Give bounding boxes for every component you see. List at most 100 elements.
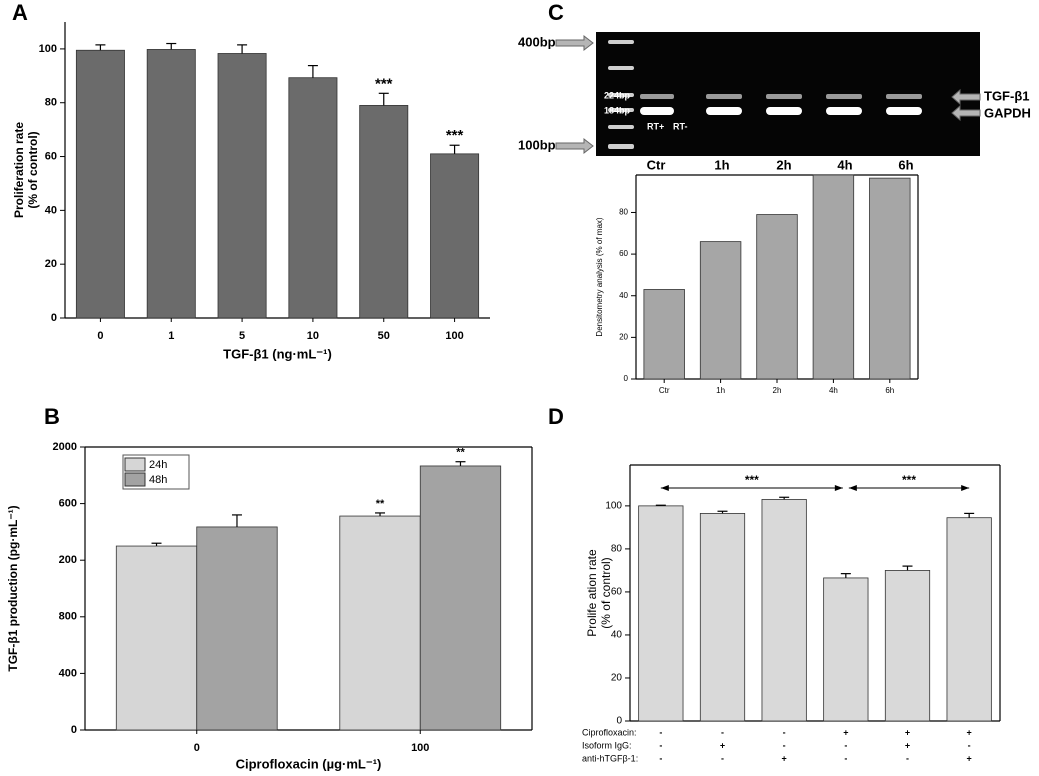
condition-sign: -: [844, 740, 847, 750]
condition-sign: +: [905, 740, 910, 750]
marker-label: 400bp: [518, 34, 556, 49]
y-tick-label: 100: [39, 43, 57, 55]
y-tick-label: 0: [71, 724, 77, 736]
bar: [359, 105, 409, 319]
x-tick-label: 50: [378, 330, 390, 342]
gel-bands: [640, 94, 922, 115]
target-label: GAPDH: [984, 105, 1031, 120]
x-tick-label: 100: [411, 742, 429, 754]
x-tick-label: 6h: [885, 386, 894, 395]
bar: [761, 499, 807, 722]
bar: [146, 49, 196, 319]
condition-sign: -: [721, 727, 724, 737]
lane-title: 2h: [776, 157, 791, 172]
bar: [812, 174, 855, 380]
annotation: ***: [375, 75, 393, 92]
x-tick-label: 4h: [829, 386, 838, 395]
y-axis-label: TGF-β1 production (pg·mL⁻¹): [6, 505, 20, 671]
annotation: ***: [745, 473, 759, 487]
condition-sign: +: [843, 727, 848, 737]
bar: [430, 153, 480, 319]
gel: 400bp 100bp 224bp 184bp RT+ RT- TGF-β1 G…: [518, 32, 1031, 172]
x-axis-label: TGF-β1 (ng·mL⁻¹): [223, 346, 332, 361]
bar: [699, 241, 742, 380]
y-tick-label: 40: [611, 630, 623, 641]
band-label: 224bp: [604, 90, 631, 100]
condition-name: anti-hTGFβ-1:: [582, 753, 638, 763]
y-tick-label: 400: [59, 667, 77, 679]
y-tick-label: 0: [51, 312, 57, 324]
y-tick-label: 60: [45, 150, 57, 162]
x-tick-label: 1: [168, 330, 174, 342]
panel-letter: B: [44, 404, 60, 429]
y-tick-label: 200: [59, 554, 77, 566]
arrow-head: [848, 485, 857, 491]
y-axis-label: (% of control): [599, 557, 613, 628]
y-tick-label: 20: [611, 673, 623, 684]
bar: [115, 545, 198, 731]
condition-sign: -: [906, 753, 909, 763]
condition-sign: -: [844, 753, 847, 763]
legend-swatch: [124, 472, 146, 487]
condition-sign: +: [720, 740, 725, 750]
condition-sign: +: [967, 727, 972, 737]
annotation: ***: [446, 127, 464, 144]
y-tick-label: 2000: [53, 441, 77, 453]
bar: [643, 289, 685, 380]
y-tick-label: 800: [59, 611, 77, 623]
bar: [288, 77, 338, 319]
condition-sign: -: [721, 753, 724, 763]
condition-sign: +: [782, 753, 787, 763]
condition-sign: -: [968, 740, 971, 750]
annotation: ***: [902, 473, 916, 487]
x-tick-label: 10: [307, 330, 319, 342]
bar: [75, 49, 125, 319]
x-tick-label: 2h: [773, 386, 782, 395]
bar: [699, 513, 746, 722]
annotation: **: [376, 498, 385, 510]
bar: [869, 177, 911, 380]
arrow-head: [660, 485, 669, 491]
gel-arrows: [555, 34, 981, 155]
y-tick-label: 600: [59, 498, 77, 510]
bar: [756, 214, 798, 380]
condition-sign: -: [783, 727, 786, 737]
bar: [884, 570, 931, 722]
condition-name: Isoform IgG:: [582, 740, 632, 750]
y-tick-label: 80: [45, 97, 57, 109]
x-tick-label: Ctr: [659, 386, 670, 395]
y-tick-label: 80: [619, 208, 628, 217]
lane-label: RT+: [647, 121, 664, 131]
y-tick-label: 60: [611, 587, 623, 598]
y-tick-label: 40: [619, 291, 628, 300]
x-tick-label: 0: [194, 742, 200, 754]
y-axis-label: Proliferation rate: [12, 122, 26, 218]
y-tick-label: 100: [605, 501, 622, 512]
bar: [419, 465, 502, 731]
ladder: [608, 40, 634, 149]
panel-letter: A: [12, 0, 28, 25]
lane-title: 1h: [714, 157, 729, 172]
panel-letter: D: [548, 404, 564, 429]
condition-sign: +: [905, 727, 910, 737]
x-tick-label: 1h: [716, 386, 725, 395]
lane-title: 6h: [898, 157, 913, 172]
arrow-head: [834, 485, 843, 491]
band-label: 184bp: [604, 105, 631, 115]
condition-sign: -: [659, 753, 662, 763]
legend-swatch: [124, 457, 146, 472]
y-tick-label: 20: [45, 258, 57, 270]
x-tick-label: 100: [445, 330, 463, 342]
bar: [638, 505, 684, 722]
x-tick-label: 0: [97, 330, 103, 342]
x-axis-label: Ciprofloxacin (µg·mL⁻¹): [236, 756, 382, 771]
bar: [339, 515, 421, 731]
y-tick-label: 40: [45, 204, 57, 216]
condition-sign: +: [967, 753, 972, 763]
y-tick-label: 60: [619, 249, 628, 258]
y-tick-label: 20: [619, 332, 628, 341]
arrow-head: [961, 485, 970, 491]
y-axis-label: Prolife ation rate: [585, 549, 599, 637]
lane-label: RT-: [673, 121, 688, 131]
